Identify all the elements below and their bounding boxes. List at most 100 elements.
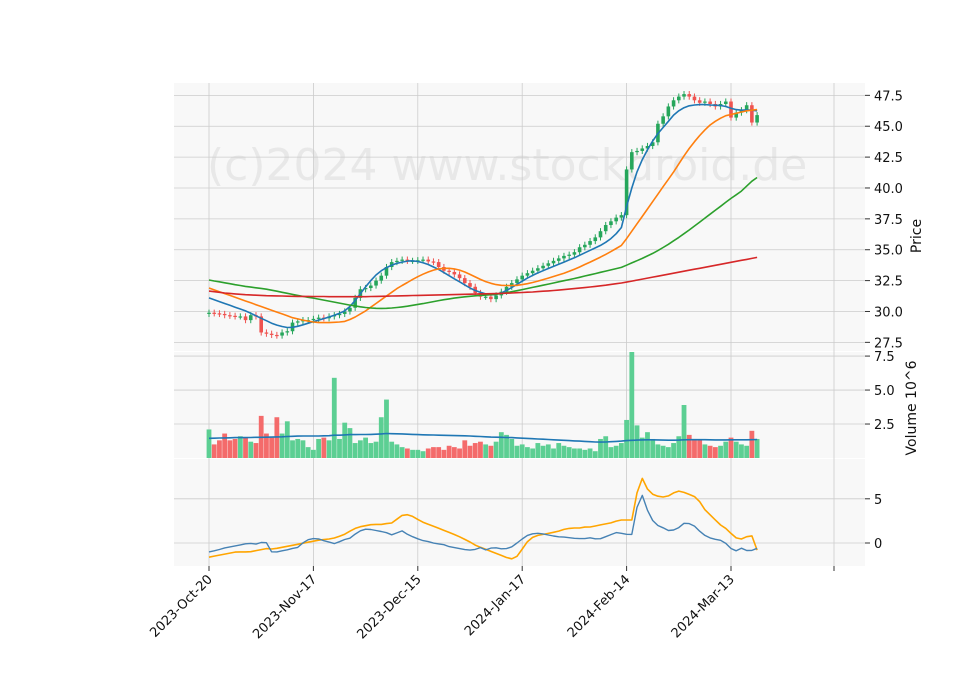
volume-bar xyxy=(671,443,676,458)
volume-bar xyxy=(337,438,342,458)
volume-bar xyxy=(697,440,703,458)
candle-body xyxy=(494,295,498,300)
volume-bar xyxy=(498,432,504,458)
volume-bar xyxy=(425,448,431,458)
volume-bar xyxy=(525,447,530,458)
candle-body xyxy=(483,296,488,298)
candle-body xyxy=(468,283,472,287)
candle-body xyxy=(217,313,222,315)
candle-body xyxy=(525,273,530,276)
volume-bar xyxy=(457,448,462,458)
volume-bar xyxy=(300,440,306,458)
candle-body xyxy=(666,106,671,117)
price-panel xyxy=(174,83,865,351)
candle-body xyxy=(541,265,545,269)
volume-bar xyxy=(650,438,656,458)
volume-bar xyxy=(389,441,395,458)
volume-bar xyxy=(702,444,708,458)
candle-body xyxy=(285,331,290,333)
candle-body xyxy=(650,142,655,146)
volume-bar xyxy=(436,447,442,458)
volume-bar xyxy=(431,447,436,458)
volume-bar xyxy=(368,443,374,458)
volume-bar xyxy=(237,436,243,458)
volume-bar xyxy=(311,449,316,458)
candle-body xyxy=(583,244,587,248)
volume-bar xyxy=(681,405,687,458)
volume-bar xyxy=(608,447,614,458)
sma-line xyxy=(208,256,758,298)
candle-body xyxy=(614,217,618,222)
volume-bar xyxy=(613,445,619,458)
y-tick-label: 37.5 xyxy=(874,213,903,228)
volume-bar xyxy=(462,440,468,458)
volume-bar xyxy=(347,428,353,458)
y-tick-label: 7.5 xyxy=(874,350,895,365)
volume-bar xyxy=(493,441,499,458)
volume-bar xyxy=(384,399,389,458)
candle-body xyxy=(348,307,352,312)
volume-bar xyxy=(754,438,760,458)
candle-body xyxy=(697,100,702,103)
candle-body xyxy=(295,321,300,323)
volume-bar xyxy=(509,438,515,458)
volume-bar xyxy=(243,437,248,458)
candle-body xyxy=(280,332,284,336)
candle-body xyxy=(337,313,342,316)
y-tick-label: 5 xyxy=(874,493,882,508)
y-axis: 27.5 30.0 32.5 35.0 37.5 40.0 42.5 45.0 47.5 2.5 5… xyxy=(865,89,903,552)
macd-panel xyxy=(174,459,865,566)
candle-body xyxy=(572,252,577,255)
indicator-lines xyxy=(208,103,758,560)
volume-bar xyxy=(692,438,697,458)
volume-bar xyxy=(556,443,562,458)
candle-body xyxy=(619,215,624,218)
candle-body xyxy=(452,271,457,275)
candle-body xyxy=(431,261,436,263)
volume-bar xyxy=(519,444,525,458)
volume-bar xyxy=(248,441,254,458)
candle-body xyxy=(624,169,629,216)
y-tick-label: 32.5 xyxy=(874,275,903,290)
candle-body xyxy=(687,94,692,97)
candle-body xyxy=(395,260,399,263)
volume-bar xyxy=(404,448,410,458)
candle-body xyxy=(546,263,551,266)
volume-bar xyxy=(739,444,744,458)
candle-body xyxy=(744,105,749,111)
volume-bar xyxy=(728,437,734,458)
volume-bar xyxy=(232,438,238,458)
volume-bar xyxy=(645,432,650,458)
volume-bar xyxy=(478,441,483,458)
candle-body xyxy=(457,274,462,279)
candle-body xyxy=(682,94,686,97)
candle-body xyxy=(588,241,592,245)
candle-body xyxy=(462,278,467,284)
y-tick-label: 5.0 xyxy=(874,384,895,399)
candle-body xyxy=(311,318,316,321)
candle-body xyxy=(708,101,712,104)
volume-bar xyxy=(566,447,572,458)
candle-body xyxy=(447,270,451,272)
volume-bar xyxy=(723,441,729,458)
candle-body xyxy=(342,311,347,314)
candle-body xyxy=(405,259,410,261)
volume-bar xyxy=(378,417,384,458)
y-tick-label: 47.5 xyxy=(874,89,903,104)
candle-body xyxy=(400,259,404,261)
volume-bar xyxy=(467,445,473,458)
candle-body xyxy=(243,316,248,321)
volume-bar xyxy=(587,448,593,458)
candle-body xyxy=(635,150,639,153)
volume-bar xyxy=(582,449,588,458)
volume-bar xyxy=(639,437,645,458)
volume-bar xyxy=(399,447,405,458)
volume-bar xyxy=(712,447,718,458)
volume-bar xyxy=(352,443,358,458)
volume-bar xyxy=(305,447,311,458)
candle-body xyxy=(233,315,237,318)
volume-bar xyxy=(514,445,520,458)
volume-bar xyxy=(217,440,222,458)
candle-body xyxy=(489,296,493,300)
volume-bar xyxy=(718,445,723,458)
